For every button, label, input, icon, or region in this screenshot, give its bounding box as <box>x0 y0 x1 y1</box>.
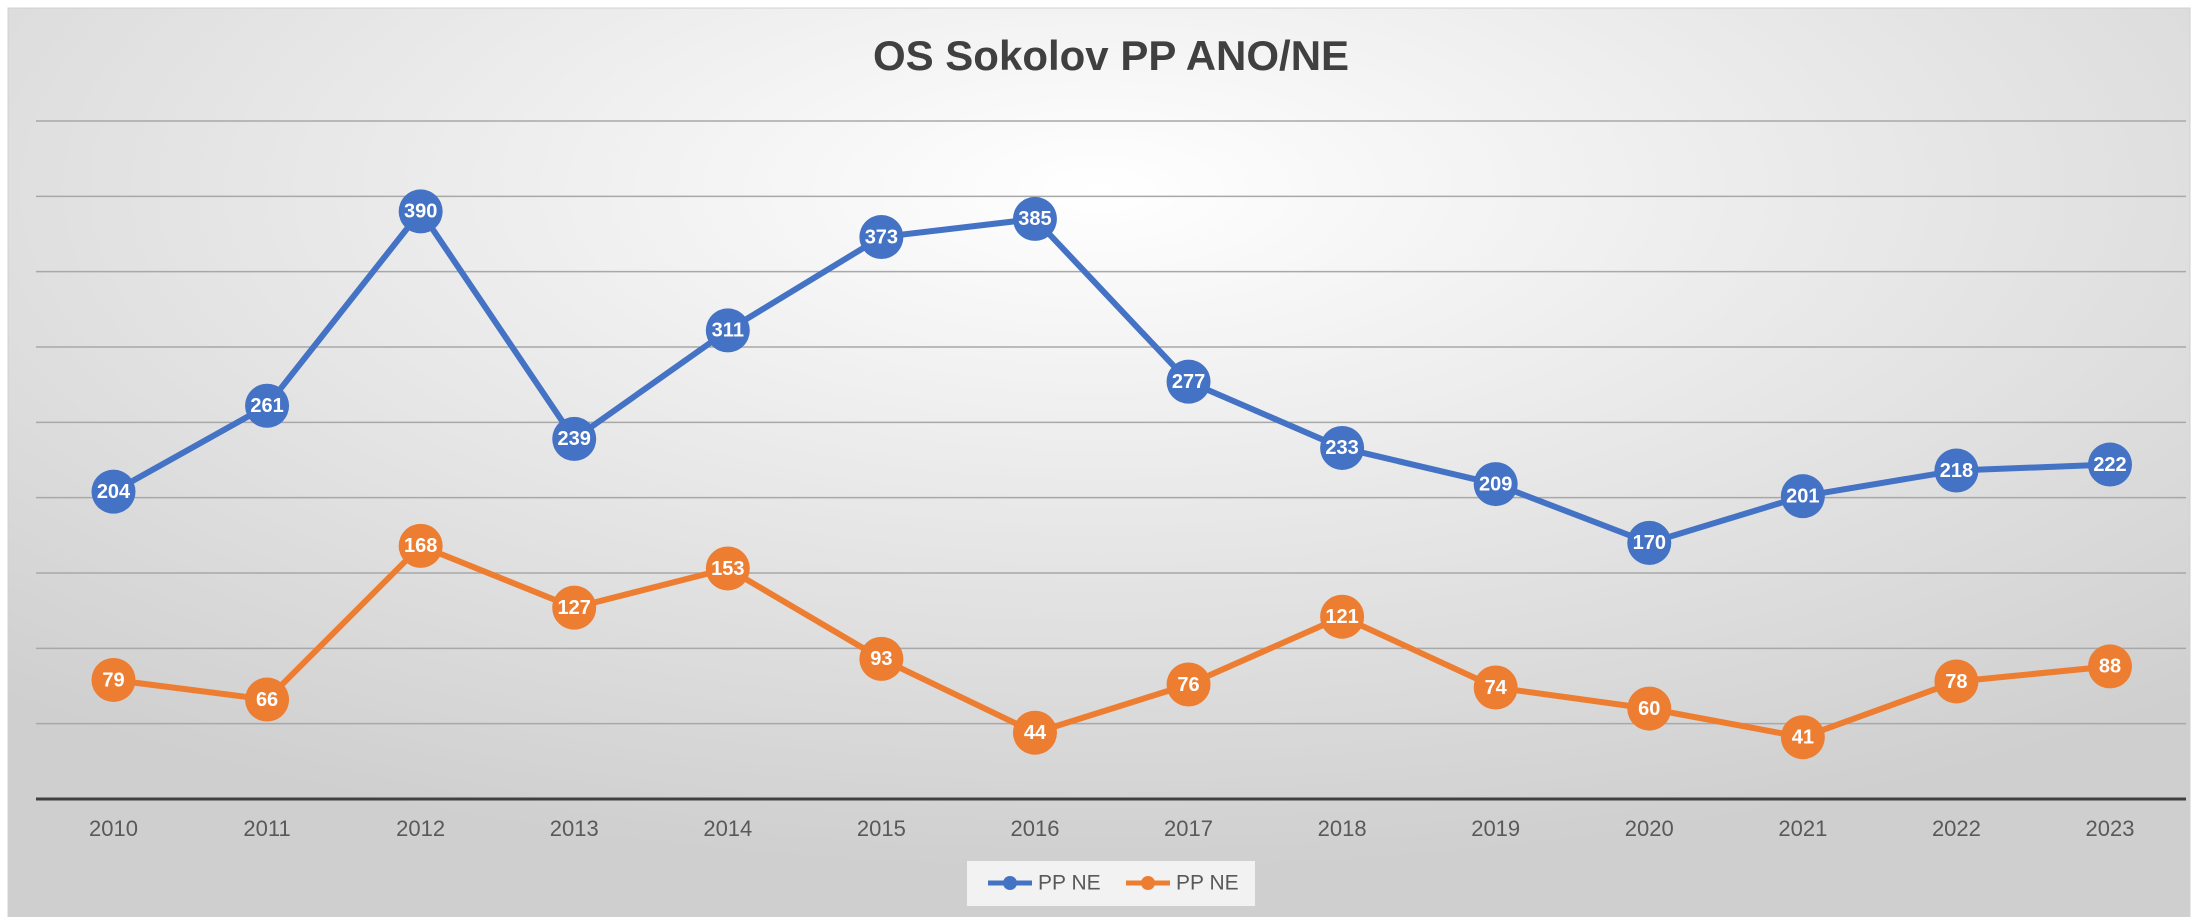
data-label: 60 <box>1638 698 1660 720</box>
x-tick-label: 2018 <box>1318 816 1367 841</box>
data-label: 311 <box>712 320 744 342</box>
x-tick-label: 2021 <box>1778 816 1827 841</box>
point <box>2088 644 2132 689</box>
data-label: 261 <box>250 395 283 417</box>
legend-label: PP NE <box>1038 872 1101 895</box>
point <box>1934 448 1979 493</box>
data-label: 78 <box>1945 671 1967 693</box>
x-tick-label: 2019 <box>1471 816 1520 841</box>
point <box>1627 520 1672 565</box>
data-label: 204 <box>97 481 131 503</box>
data-label: 66 <box>256 689 278 711</box>
data-label: 209 <box>1479 473 1512 495</box>
data-label: 76 <box>1177 674 1199 696</box>
data-label: 385 <box>1018 208 1051 230</box>
x-tick-label: 2010 <box>89 816 138 841</box>
point <box>1780 474 1825 519</box>
x-tick-label: 2015 <box>857 816 906 841</box>
data-label: 373 <box>865 226 898 248</box>
data-label: 79 <box>102 669 124 691</box>
legend-label: PP NE <box>1176 872 1239 895</box>
data-label: 170 <box>1633 532 1666 554</box>
data-label: 88 <box>2099 656 2121 678</box>
point <box>398 189 443 234</box>
point <box>1166 359 1211 404</box>
data-label: 233 <box>1325 437 1358 459</box>
x-tick-label: 2016 <box>1010 816 1059 841</box>
point <box>552 585 597 630</box>
data-label: 277 <box>1172 371 1205 393</box>
data-label: 218 <box>1940 460 1973 482</box>
series-line <box>113 542 2111 741</box>
point <box>1012 196 1057 241</box>
point <box>1934 659 1979 704</box>
data-label: 93 <box>870 648 892 670</box>
data-label: 121 <box>1325 606 1358 628</box>
point <box>705 308 750 353</box>
point <box>398 523 443 568</box>
data-label: 390 <box>404 201 437 223</box>
point <box>91 657 136 702</box>
series-line <box>112 208 2111 546</box>
point <box>245 383 290 428</box>
data-label: 239 <box>558 428 591 450</box>
x-tick-label: 2012 <box>396 816 445 841</box>
data-label: 74 <box>1485 677 1508 699</box>
legend-marker <box>1141 876 1155 890</box>
point <box>2088 442 2132 487</box>
point <box>1473 665 1518 710</box>
point <box>1012 710 1057 755</box>
point <box>1166 662 1211 707</box>
data-label: 44 <box>1024 722 1047 744</box>
chart-background <box>7 7 2191 917</box>
point <box>859 215 904 260</box>
data-label: 222 <box>2093 454 2126 476</box>
x-tick-label: 2022 <box>1932 816 1981 841</box>
point <box>1320 425 1365 470</box>
point <box>91 469 136 514</box>
x-tick-label: 2011 <box>243 816 290 841</box>
point <box>1320 594 1365 639</box>
x-tick-label: 2013 <box>550 816 599 841</box>
legend-marker <box>1003 876 1017 890</box>
chart-title: OS Sokolov PP ANO/NE <box>873 32 1349 79</box>
point <box>859 636 904 681</box>
point <box>1627 686 1672 731</box>
point <box>552 416 597 461</box>
x-tick-label: 2023 <box>2086 816 2135 841</box>
data-label: 127 <box>558 597 591 619</box>
data-label: 201 <box>1786 485 1819 507</box>
point <box>1780 715 1825 760</box>
x-tick-label: 2020 <box>1625 816 1674 841</box>
x-tick-label: 2017 <box>1164 816 1213 841</box>
point <box>1473 462 1518 507</box>
point <box>245 677 290 722</box>
data-label: 41 <box>1792 727 1814 749</box>
x-tick-label: 2014 <box>703 816 752 841</box>
data-label: 168 <box>404 535 437 557</box>
point <box>705 546 750 591</box>
data-label: 153 <box>711 558 744 580</box>
